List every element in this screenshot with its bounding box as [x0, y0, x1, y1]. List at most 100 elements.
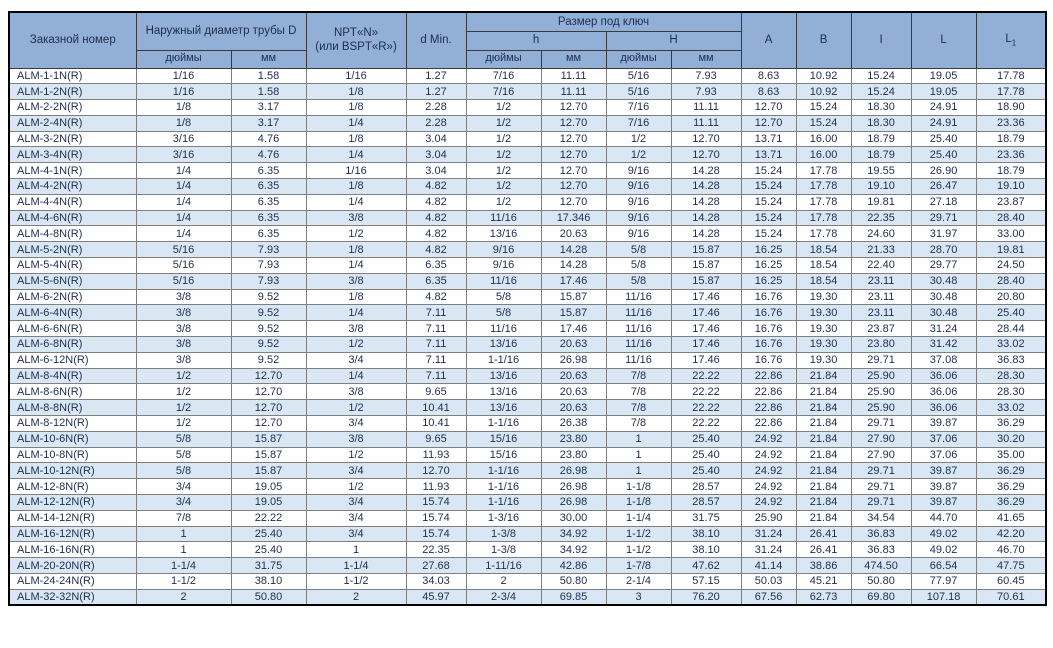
value-cell: 3/8 — [305, 272, 407, 290]
value-cell: 37.06 — [910, 430, 977, 448]
value-cell: 1/2 — [465, 162, 542, 180]
order-number-cell: ALM-8-4N(R) — [8, 367, 137, 385]
order-number-cell: ALM-10-8N(R) — [8, 446, 137, 464]
value-cell: 1/4 — [305, 257, 407, 274]
value-cell: 38.10 — [670, 525, 742, 543]
value-cell: 16.25 — [740, 272, 797, 290]
value-cell: 31.75 — [670, 509, 742, 527]
value-cell: 3/8 — [305, 320, 407, 338]
value-cell: 17.46 — [540, 272, 607, 290]
value-cell: 3.17 — [230, 114, 307, 132]
value-cell: 76.20 — [670, 588, 742, 606]
value-cell: 22.86 — [740, 399, 797, 417]
value-cell: 15.24 — [740, 178, 797, 195]
value-cell: 1.58 — [230, 67, 307, 85]
value-cell: 9.52 — [230, 351, 307, 369]
value-cell: 29.71 — [850, 462, 912, 480]
value-cell: 5/8 — [135, 430, 232, 448]
value-cell: 1/4 — [135, 162, 232, 180]
value-cell: 1-1/4 — [305, 557, 407, 574]
value-cell: 5/8 — [605, 257, 672, 274]
value-cell: 20.80 — [975, 288, 1047, 306]
value-cell: 17.46 — [540, 320, 607, 338]
value-cell: 10.92 — [795, 83, 852, 101]
value-cell: 3/4 — [135, 494, 232, 511]
value-cell: 15.87 — [540, 304, 607, 322]
value-cell: 9.52 — [230, 288, 307, 306]
value-cell: 36.29 — [975, 415, 1047, 432]
table-row: ALM-10-6N(R) 5/8 15.87 3/8 9.65 15/16 23.80 1 25… — [8, 430, 1047, 448]
table-row: ALM-6-12N(R) 3/8 9.52 3/4 7.11 1-1/16 26.98 11/… — [8, 351, 1047, 369]
table-row: ALM-4-8N(R) 1/4 6.35 1/2 4.82 13/16 20.63 9/16 1… — [8, 225, 1047, 243]
value-cell: 1/2 — [305, 336, 407, 353]
value-cell: 1-11/16 — [465, 557, 542, 574]
value-cell: 28.44 — [975, 320, 1047, 338]
value-cell: 29.71 — [850, 494, 912, 511]
value-cell: 15.24 — [795, 114, 852, 132]
value-cell: 24.92 — [740, 494, 797, 511]
value-cell: 19.81 — [850, 193, 912, 211]
value-cell: 12.70 — [540, 99, 607, 116]
value-cell: 14.28 — [670, 162, 742, 180]
value-cell: 1/2 — [135, 415, 232, 432]
value-cell: 18.90 — [975, 99, 1047, 116]
value-cell: 1/16 — [135, 67, 232, 85]
value-cell: 9/16 — [605, 162, 672, 180]
value-cell: 2.28 — [405, 114, 467, 132]
value-cell: 70.61 — [975, 588, 1047, 606]
value-cell: 2-3/4 — [465, 588, 542, 606]
value-cell: 17.46 — [670, 351, 742, 369]
value-cell: 19.81 — [975, 241, 1047, 259]
order-number-cell: ALM-12-8N(R) — [8, 478, 137, 496]
value-cell: 3/8 — [135, 288, 232, 306]
value-cell: 24.92 — [740, 446, 797, 464]
value-cell: 17.78 — [795, 178, 852, 195]
value-cell: 8.63 — [740, 67, 797, 85]
value-cell: 1 — [135, 525, 232, 543]
value-cell: 33.00 — [975, 225, 1047, 243]
value-cell: 25.40 — [670, 430, 742, 448]
value-cell: 11/16 — [465, 209, 542, 227]
value-cell: 9.65 — [405, 383, 467, 401]
value-cell: 25.90 — [850, 399, 912, 417]
value-cell: 36.06 — [910, 383, 977, 401]
header-d-min: d Min. — [405, 11, 467, 69]
header-h-inches: дюймы — [465, 49, 542, 69]
value-cell: 2 — [465, 573, 542, 590]
value-cell: 21.84 — [795, 509, 852, 527]
value-cell: 1/8 — [305, 130, 407, 148]
value-cell: 11.93 — [405, 446, 467, 464]
value-cell: 15/16 — [465, 446, 542, 464]
order-number-cell: ALM-20-20N(R) — [8, 557, 137, 574]
value-cell: 25.40 — [670, 446, 742, 464]
value-cell: 10.92 — [795, 67, 852, 85]
value-cell: 23.11 — [850, 304, 912, 322]
order-number-cell: ALM-4-4N(R) — [8, 193, 137, 211]
value-cell: 1/2 — [465, 99, 542, 116]
value-cell: 19.30 — [795, 351, 852, 369]
value-cell: 36.29 — [975, 462, 1047, 480]
value-cell: 3/4 — [305, 494, 407, 511]
value-cell: 1/16 — [135, 83, 232, 101]
value-cell: 20.63 — [540, 399, 607, 417]
value-cell: 17.46 — [670, 304, 742, 322]
value-cell: 6.35 — [230, 178, 307, 195]
value-cell: 1-1/8 — [605, 478, 672, 496]
value-cell: 1-1/16 — [465, 462, 542, 480]
table-row: ALM-10-12N(R) 5/8 15.87 3/4 12.70 1-1/16 26.98… — [8, 462, 1047, 480]
value-cell: 42.86 — [540, 557, 607, 574]
value-cell: 23.80 — [850, 336, 912, 353]
value-cell: 21.84 — [795, 494, 852, 511]
value-cell: 24.91 — [910, 99, 977, 116]
value-cell: 12.70 — [540, 178, 607, 195]
value-cell: 23.36 — [975, 146, 1047, 164]
value-cell: 9/16 — [605, 225, 672, 243]
header-col-i: I — [850, 11, 912, 69]
value-cell: 1-1/2 — [605, 525, 672, 543]
value-cell: 23.11 — [850, 272, 912, 290]
value-cell: 6.35 — [230, 193, 307, 211]
header-wrench-size: Размер под ключ — [465, 11, 742, 32]
value-cell: 38.10 — [670, 541, 742, 559]
value-cell: 36.06 — [910, 399, 977, 417]
value-cell: 1/4 — [135, 225, 232, 243]
